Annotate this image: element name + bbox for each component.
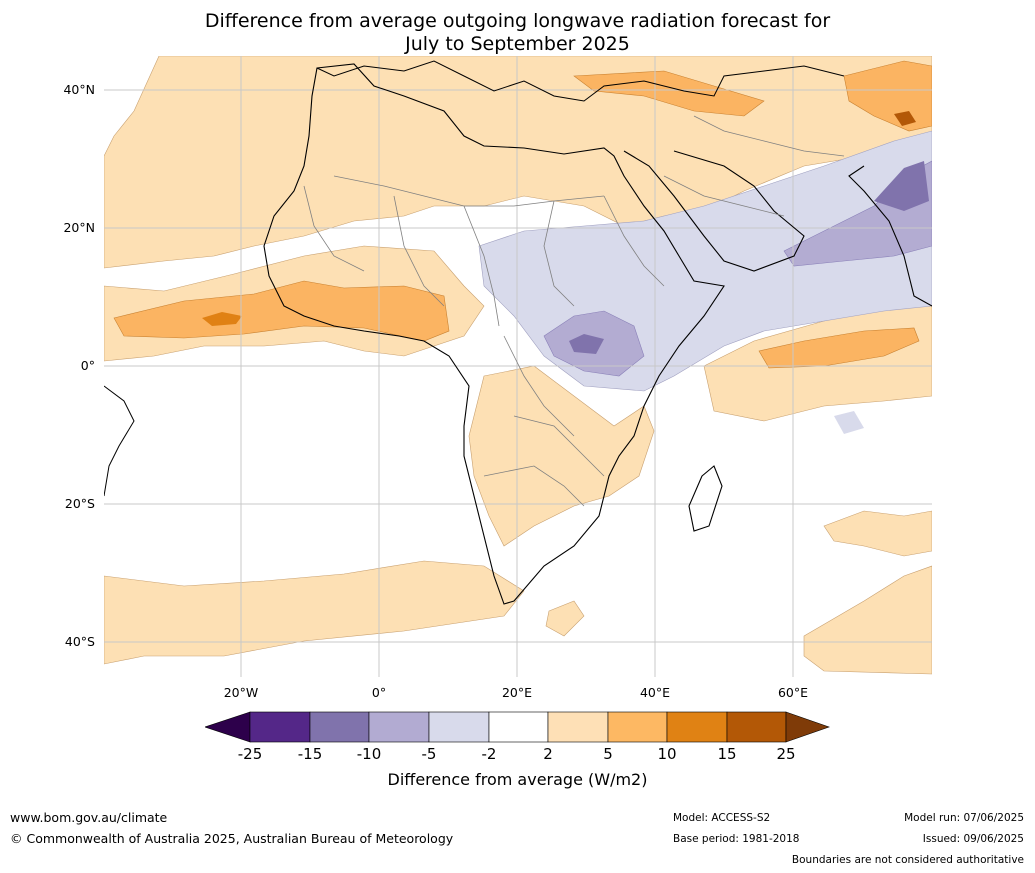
madagascar-coastline bbox=[688, 465, 723, 532]
forecast-map bbox=[104, 56, 932, 677]
india-coastline bbox=[848, 165, 932, 307]
colorbar-bin-8 bbox=[666, 711, 728, 743]
legend-colorbar bbox=[205, 711, 830, 743]
europe-coastline bbox=[316, 60, 845, 102]
anomaly-pos-south-indian-2 bbox=[823, 510, 932, 557]
colorbar-bin-5 bbox=[488, 711, 549, 743]
colorbar-bin-9 bbox=[726, 711, 787, 743]
lon-label-60e: 60°E bbox=[777, 685, 809, 700]
copyright-notice: © Commonwealth of Australia 2025, Austra… bbox=[10, 831, 454, 846]
lon-label-20w: 20°W bbox=[223, 685, 259, 700]
anomaly-pos-south-patch bbox=[545, 600, 585, 637]
colorbar-bin-3 bbox=[368, 711, 430, 743]
colorbar-tick-label: -5 bbox=[421, 745, 437, 763]
anomaly-pos-indian-ocean-strong bbox=[758, 327, 920, 369]
website-link[interactable]: www.bom.gov.au/climate bbox=[10, 810, 168, 825]
anomaly-pos-mediterranean bbox=[573, 70, 765, 117]
colorbar-tick-label: -25 bbox=[237, 745, 263, 763]
colorbar-tick-label: -2 bbox=[481, 745, 497, 763]
anomaly-neg-strong-east-africa bbox=[569, 334, 604, 354]
lat-label-40s: 40°S bbox=[64, 634, 95, 649]
colorbar-over-arrow bbox=[785, 711, 830, 743]
africa-coastline bbox=[263, 63, 725, 605]
anomaly-pos-west-africa-core bbox=[202, 312, 242, 326]
anomaly-pos-central-asia-core bbox=[894, 111, 916, 126]
boundary-disclaimer: Boundaries are not considered authoritat… bbox=[791, 854, 1024, 866]
colorbar-bin-7 bbox=[607, 711, 668, 743]
colorbar-bin-4 bbox=[428, 711, 490, 743]
title-line-1: Difference from average outgoing longwav… bbox=[204, 10, 831, 32]
colorbar-tick-label: -15 bbox=[297, 745, 323, 763]
colorbar-tick-label: 25 bbox=[776, 745, 796, 763]
colorbar-bin-1 bbox=[249, 711, 311, 743]
map-panel bbox=[104, 56, 932, 677]
colorbar-tick-label: 10 bbox=[657, 745, 677, 763]
south-america-coastline bbox=[104, 385, 135, 497]
model-name: Model: ACCESS-S2 bbox=[673, 812, 771, 824]
lon-label-20e: 20°E bbox=[501, 685, 533, 700]
title-line-2: July to September 2025 bbox=[405, 33, 630, 55]
colorbar-tick-label: -10 bbox=[356, 745, 382, 763]
anomaly-neg-strong-india bbox=[874, 161, 929, 211]
colorbar-title: Difference from average (W/m2) bbox=[387, 770, 648, 789]
map-title: Difference from average outgoing longwav… bbox=[0, 10, 1035, 56]
country-borders bbox=[303, 115, 845, 507]
anomaly-pos-south-indian bbox=[803, 565, 932, 675]
colorbar-tick-label: 2 bbox=[543, 745, 553, 763]
colorbar-tick-label: 5 bbox=[603, 745, 613, 763]
colorbar-tick-label: 15 bbox=[717, 745, 737, 763]
model-run-date: Model run: 07/06/2025 bbox=[904, 812, 1024, 824]
lat-label-20s: 20°S bbox=[64, 496, 95, 511]
anomaly-pos-west-africa-strong bbox=[113, 280, 450, 342]
colorbar-under-arrow bbox=[205, 711, 251, 743]
lat-label-20n: 20°N bbox=[63, 220, 95, 235]
colorbar-bin-2 bbox=[309, 711, 370, 743]
lat-label-40n: 40°N bbox=[63, 82, 95, 97]
colorbar-bin-6 bbox=[547, 711, 609, 743]
anomaly-pos-south-atlantic bbox=[104, 560, 525, 665]
anomaly-neg-patch-south bbox=[834, 411, 864, 434]
issued-date: Issued: 09/06/2025 bbox=[922, 833, 1024, 845]
lon-label-40e: 40°E bbox=[639, 685, 671, 700]
base-period: Base period: 1981-2018 bbox=[673, 833, 800, 845]
lat-label-0: 0° bbox=[80, 358, 95, 373]
anomaly-pos-southern-africa bbox=[468, 365, 655, 547]
lon-label-0: 0° bbox=[371, 685, 387, 700]
arabia-coastline bbox=[623, 150, 805, 272]
